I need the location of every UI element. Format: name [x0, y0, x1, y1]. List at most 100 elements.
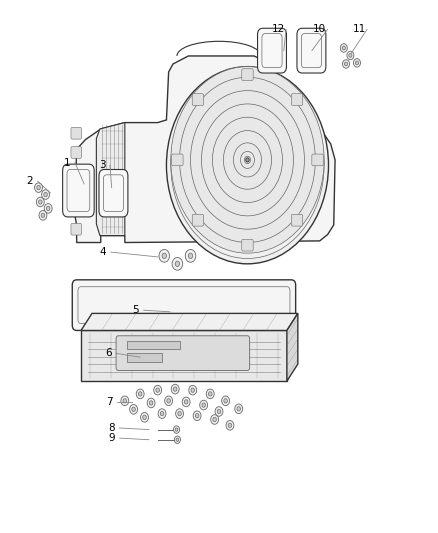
Text: 12: 12 [272, 25, 285, 34]
Circle shape [237, 407, 240, 411]
Circle shape [159, 249, 170, 262]
Circle shape [200, 400, 208, 410]
Polygon shape [74, 56, 335, 243]
FancyBboxPatch shape [71, 204, 81, 216]
Circle shape [226, 421, 234, 430]
Text: 1: 1 [64, 158, 71, 167]
Circle shape [39, 211, 47, 220]
Circle shape [246, 158, 249, 162]
Circle shape [147, 398, 155, 408]
Circle shape [138, 392, 142, 396]
Bar [127, 353, 162, 362]
Circle shape [160, 411, 164, 416]
Text: 7: 7 [106, 398, 113, 407]
FancyBboxPatch shape [172, 154, 183, 166]
FancyBboxPatch shape [291, 214, 303, 226]
Circle shape [37, 185, 40, 190]
Circle shape [171, 67, 324, 253]
Text: 6: 6 [105, 349, 112, 358]
FancyBboxPatch shape [71, 166, 81, 177]
Circle shape [39, 200, 42, 204]
Circle shape [215, 407, 223, 416]
Text: 10: 10 [313, 25, 326, 34]
FancyBboxPatch shape [242, 69, 253, 80]
Circle shape [191, 388, 194, 392]
Circle shape [342, 46, 346, 50]
FancyBboxPatch shape [71, 147, 81, 158]
Circle shape [349, 53, 352, 58]
Circle shape [35, 183, 42, 192]
Circle shape [202, 403, 205, 407]
Circle shape [136, 389, 144, 399]
Circle shape [174, 436, 180, 443]
Circle shape [173, 426, 180, 433]
FancyBboxPatch shape [71, 185, 81, 197]
Circle shape [165, 396, 173, 406]
Circle shape [41, 213, 45, 217]
Circle shape [340, 44, 347, 52]
Circle shape [166, 67, 328, 264]
Circle shape [185, 249, 196, 262]
Circle shape [42, 190, 49, 199]
Circle shape [172, 257, 183, 270]
Circle shape [344, 62, 348, 66]
FancyBboxPatch shape [312, 154, 323, 166]
Text: 2: 2 [26, 176, 33, 186]
Circle shape [235, 404, 243, 414]
Circle shape [149, 401, 153, 405]
FancyBboxPatch shape [72, 280, 296, 330]
Circle shape [130, 405, 138, 414]
Circle shape [206, 389, 214, 399]
Circle shape [162, 253, 166, 259]
Circle shape [175, 428, 178, 431]
Polygon shape [96, 123, 125, 236]
FancyBboxPatch shape [99, 169, 128, 217]
Circle shape [156, 388, 159, 392]
Circle shape [213, 417, 216, 422]
FancyBboxPatch shape [192, 94, 204, 106]
Circle shape [171, 384, 179, 394]
FancyBboxPatch shape [297, 28, 326, 73]
Text: 4: 4 [99, 247, 106, 257]
Text: 5: 5 [132, 305, 139, 315]
Circle shape [154, 385, 162, 395]
Circle shape [343, 60, 350, 68]
Circle shape [46, 206, 50, 211]
Circle shape [228, 423, 232, 427]
FancyBboxPatch shape [291, 94, 303, 106]
Circle shape [217, 409, 221, 414]
FancyBboxPatch shape [192, 214, 204, 226]
Circle shape [175, 261, 180, 266]
Circle shape [195, 414, 199, 418]
Text: 8: 8 [108, 423, 115, 433]
Circle shape [132, 407, 135, 411]
Text: 9: 9 [108, 433, 115, 443]
Polygon shape [287, 313, 298, 381]
Circle shape [184, 400, 188, 404]
Circle shape [188, 253, 193, 259]
Circle shape [44, 204, 52, 213]
FancyBboxPatch shape [258, 28, 286, 73]
Circle shape [208, 392, 212, 396]
Polygon shape [81, 313, 298, 330]
Circle shape [193, 411, 201, 421]
FancyBboxPatch shape [71, 223, 81, 235]
Circle shape [353, 59, 360, 67]
Circle shape [182, 397, 190, 407]
Circle shape [36, 197, 44, 207]
Circle shape [347, 51, 354, 60]
Circle shape [173, 387, 177, 391]
Circle shape [143, 415, 146, 419]
Circle shape [176, 438, 179, 441]
Circle shape [211, 415, 219, 424]
Circle shape [224, 399, 227, 403]
Bar [81, 330, 287, 381]
Circle shape [222, 396, 230, 406]
Circle shape [355, 61, 359, 65]
Circle shape [176, 409, 184, 418]
FancyBboxPatch shape [242, 239, 253, 251]
Circle shape [44, 192, 47, 197]
Circle shape [167, 399, 170, 403]
Circle shape [123, 399, 127, 403]
Circle shape [189, 385, 197, 395]
